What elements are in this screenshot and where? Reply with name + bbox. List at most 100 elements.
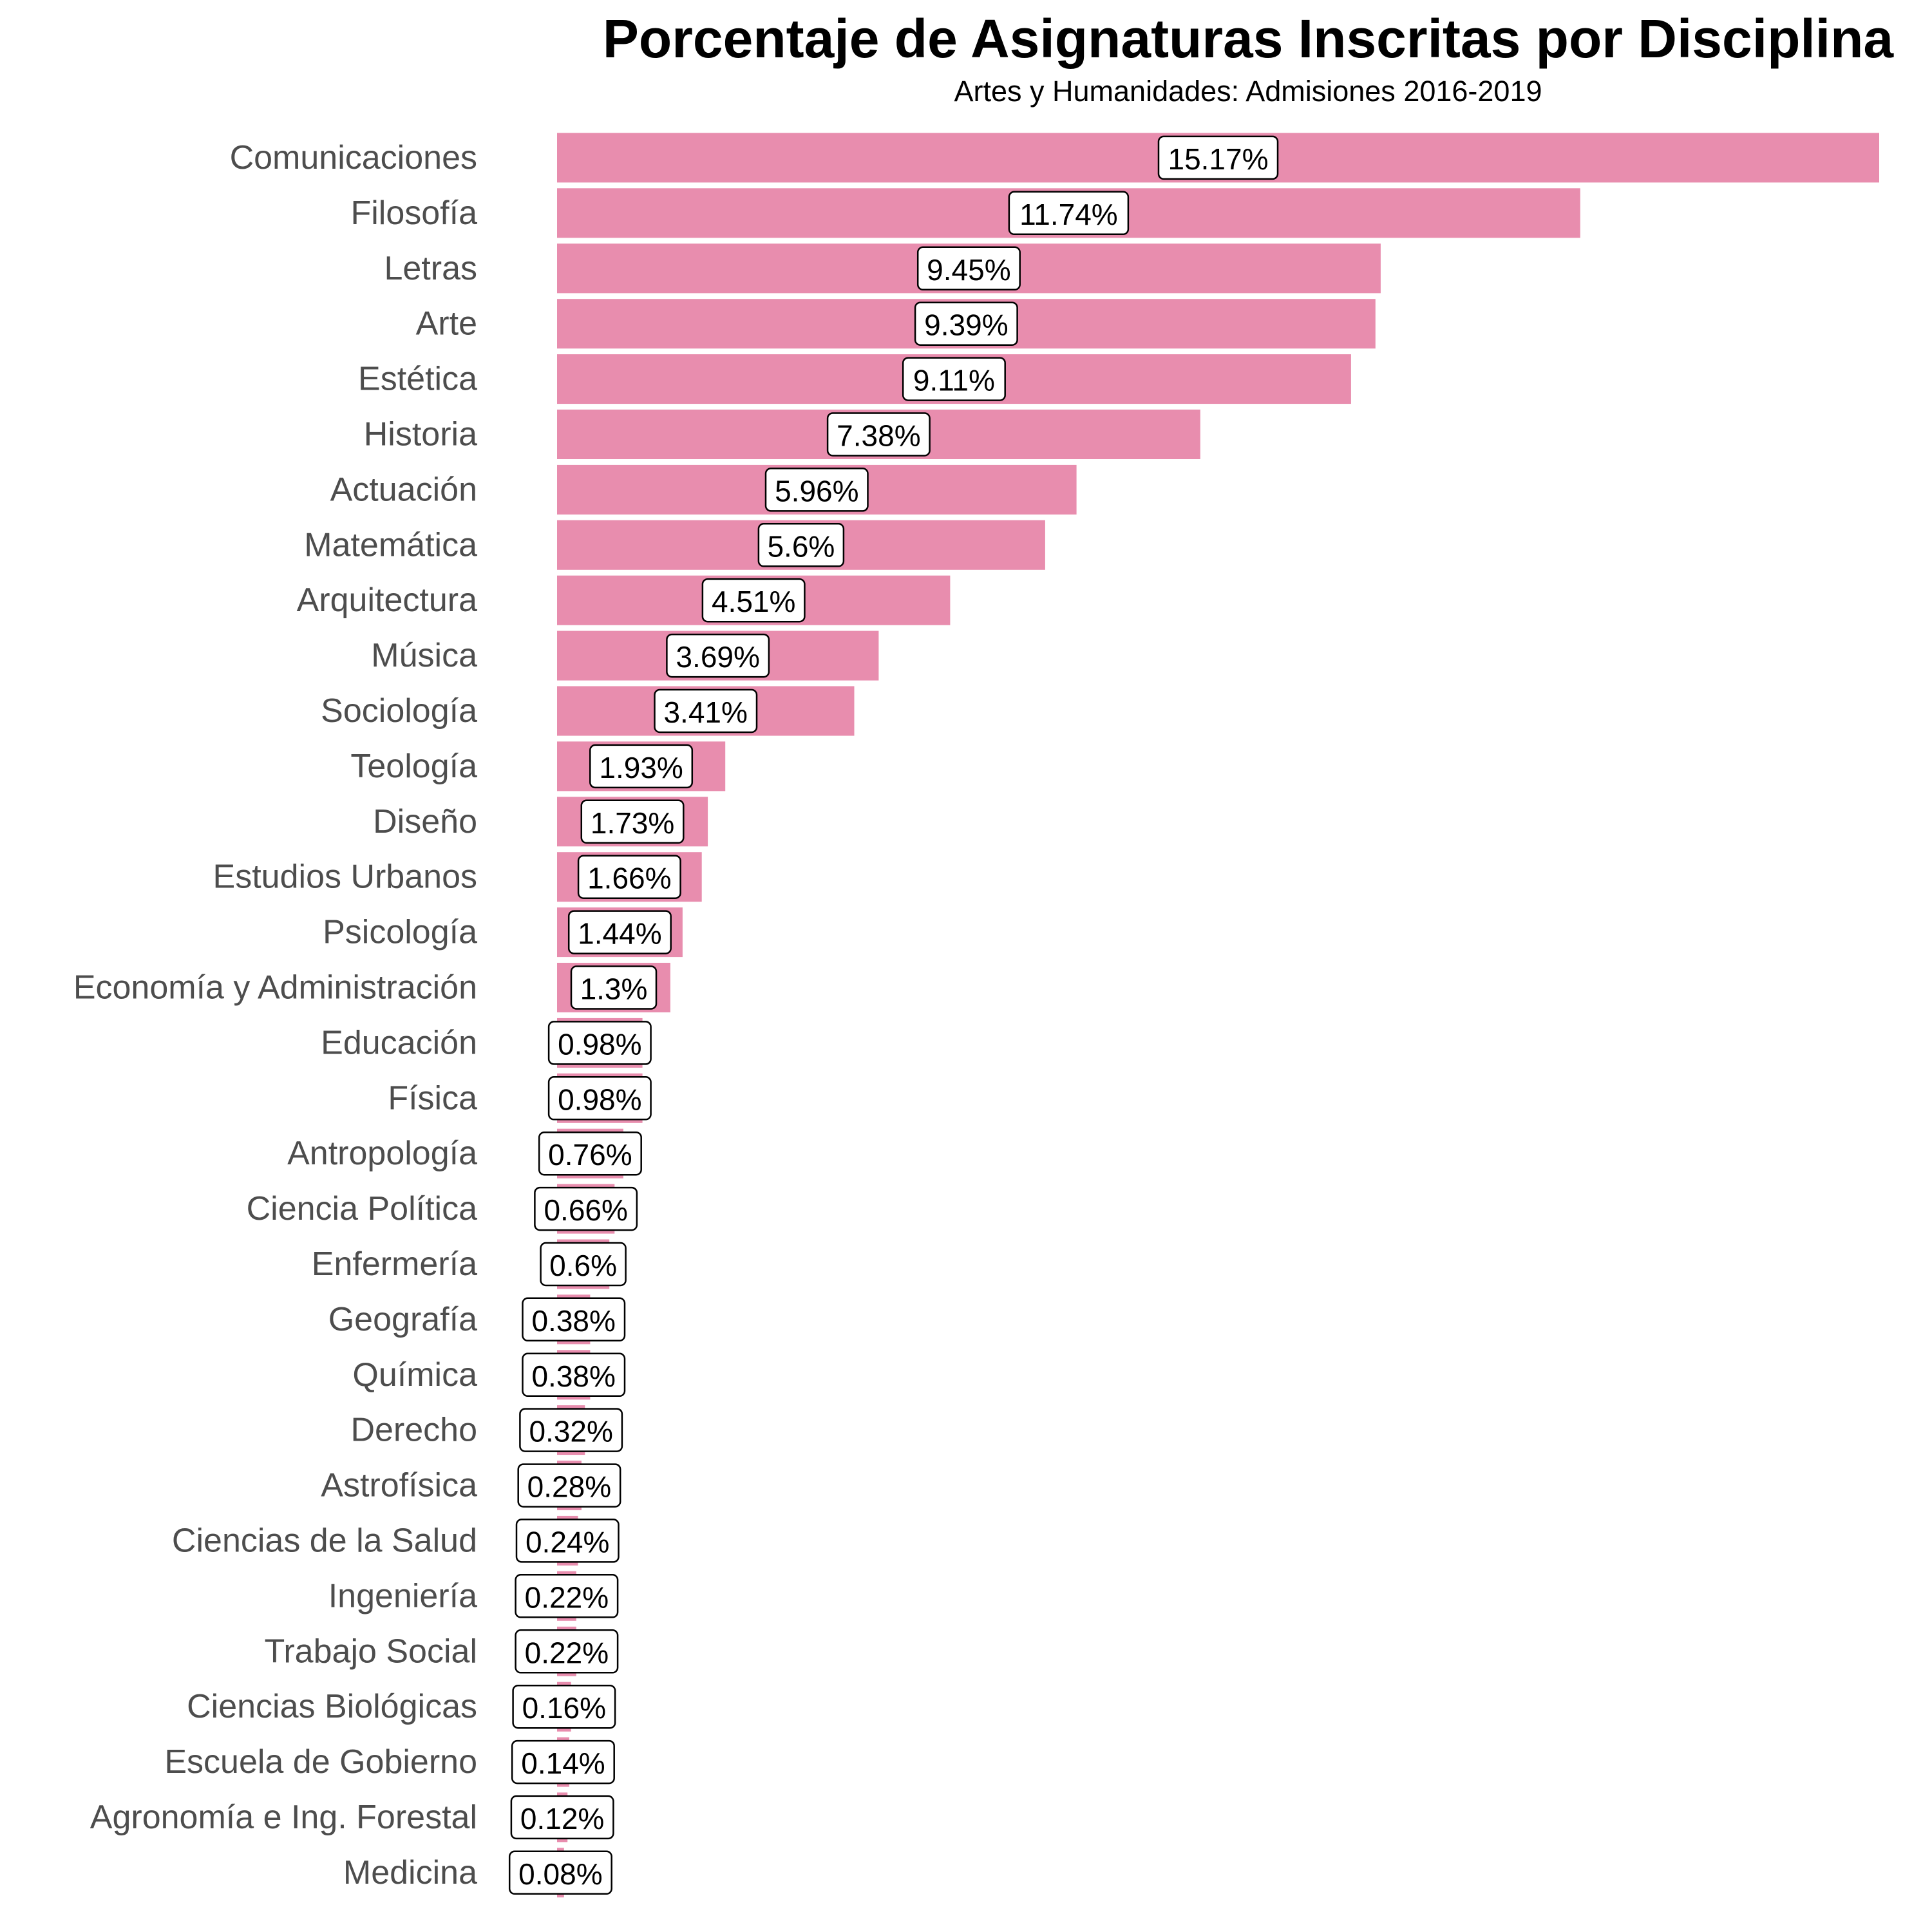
data-label: 3.69% [676,640,759,674]
category-tick-label: Arquitectura [297,582,477,619]
category-tick-label: Ciencias Biológicas [187,1688,477,1725]
category-tick-label: Química [352,1356,477,1394]
data-label: 0.12% [520,1802,604,1835]
category-tick-label: Agronomía e Ing. Forestal [90,1799,477,1836]
data-label: 0.38% [531,1359,615,1393]
data-label-box [512,1684,616,1729]
data-label-box [515,1574,619,1618]
data-label: 0.14% [521,1747,605,1780]
chart-subtitle: Artes y Humanidades: Admisiones 2016-201… [954,75,1542,108]
data-label: 3.41% [663,696,747,729]
category-tick-label: Música [371,637,477,674]
data-label-box [519,1408,623,1452]
data-label: 0.98% [558,1027,641,1061]
data-label-box [916,246,1021,291]
data-label-box [914,301,1018,346]
data-label: 0.6% [549,1249,617,1282]
data-label: 4.51% [712,585,795,618]
data-label: 9.39% [924,308,1008,342]
data-label-box [534,1186,638,1231]
data-label-box [1157,135,1279,180]
data-label-box [902,357,1006,401]
category-tick-label: Matemática [304,526,477,564]
data-label-box [1008,191,1130,236]
data-label: 0.16% [522,1691,606,1725]
category-tick-label: Sociología [321,692,477,730]
data-label: 0.28% [527,1470,611,1504]
category-tick-label: Historia [364,416,477,453]
category-tick-label: Ingeniería [328,1577,477,1615]
data-label: 1.73% [591,806,674,840]
data-label: 1.44% [578,917,661,951]
data-label: 0.32% [529,1415,612,1448]
category-tick-label: Ciencia Política [247,1190,477,1227]
data-label-box [510,1795,614,1840]
category-tick-label: Letras [384,250,477,287]
category-tick-label: Derecho [350,1412,477,1449]
data-label: 0.66% [544,1193,627,1227]
data-label-box [826,412,931,457]
data-label: 0.22% [525,1636,609,1669]
category-tick-label: Teología [350,748,477,785]
data-label-box [547,1021,652,1065]
data-label-box [522,1297,626,1342]
data-label-box [589,744,694,789]
data-label: 0.22% [525,1580,609,1614]
data-label-box [666,633,770,678]
data-label-box [538,1131,642,1176]
data-label: 1.93% [599,751,683,784]
data-label: 0.08% [518,1857,602,1891]
category-tick-label: Trabajo Social [265,1633,477,1670]
data-label: 15.17% [1168,142,1268,176]
chart-title: Porcentaje de Asignaturas Inscritas por … [602,8,1894,69]
category-tick-label: Filosofía [350,194,477,232]
data-label: 1.66% [587,862,671,895]
data-label: 5.96% [775,474,858,507]
data-label-box [515,1629,619,1674]
category-tick-label: Geografía [328,1301,477,1338]
data-label: 9.45% [927,253,1010,287]
data-label-box [580,799,685,844]
data-label-box [508,1850,612,1895]
data-label-box [517,1463,621,1508]
data-label-box [567,910,672,954]
data-label: 7.38% [837,419,920,453]
data-label: 0.98% [558,1083,641,1116]
category-tick-label: Estética [358,361,477,398]
data-label-box [540,1242,627,1287]
category-tick-label: Ciencias de la Salud [172,1522,477,1559]
data-label-box [515,1519,620,1563]
data-label: 0.24% [526,1525,609,1558]
data-label: 0.38% [531,1304,615,1338]
category-tick-label: Educación [321,1024,477,1061]
category-tick-label: Escuela de Gobierno [164,1743,477,1781]
category-tick-label: Antropología [287,1135,477,1172]
category-tick-label: Diseño [373,803,477,840]
category-tick-label: Astrofísica [321,1467,477,1504]
data-label: 5.6% [767,529,835,563]
data-label-box [577,855,681,899]
category-tick-label: Estudios Urbanos [213,858,477,896]
data-label-box [701,578,806,623]
data-label-box [522,1352,626,1397]
category-tick-label: Psicología [323,914,477,951]
data-label: 1.3% [580,972,648,1006]
data-label: 9.11% [913,364,995,397]
category-tick-label: Enfermería [312,1245,477,1283]
data-label-box [570,965,658,1010]
data-label: 11.74% [1019,198,1118,231]
category-tick-label: Economía y Administración [73,969,477,1007]
category-tick-label: Física [388,1079,477,1117]
category-tick-label: Medicina [343,1854,477,1891]
category-tick-label: Arte [416,305,477,343]
data-label: 0.76% [548,1138,632,1171]
data-label-box [654,688,758,734]
data-label-box [764,468,869,512]
category-tick-label: Actuación [330,471,477,508]
data-label-box [547,1076,652,1121]
data-label-box [757,523,845,567]
data-label-box [511,1739,615,1785]
category-tick-label: Comunicaciones [230,139,477,176]
